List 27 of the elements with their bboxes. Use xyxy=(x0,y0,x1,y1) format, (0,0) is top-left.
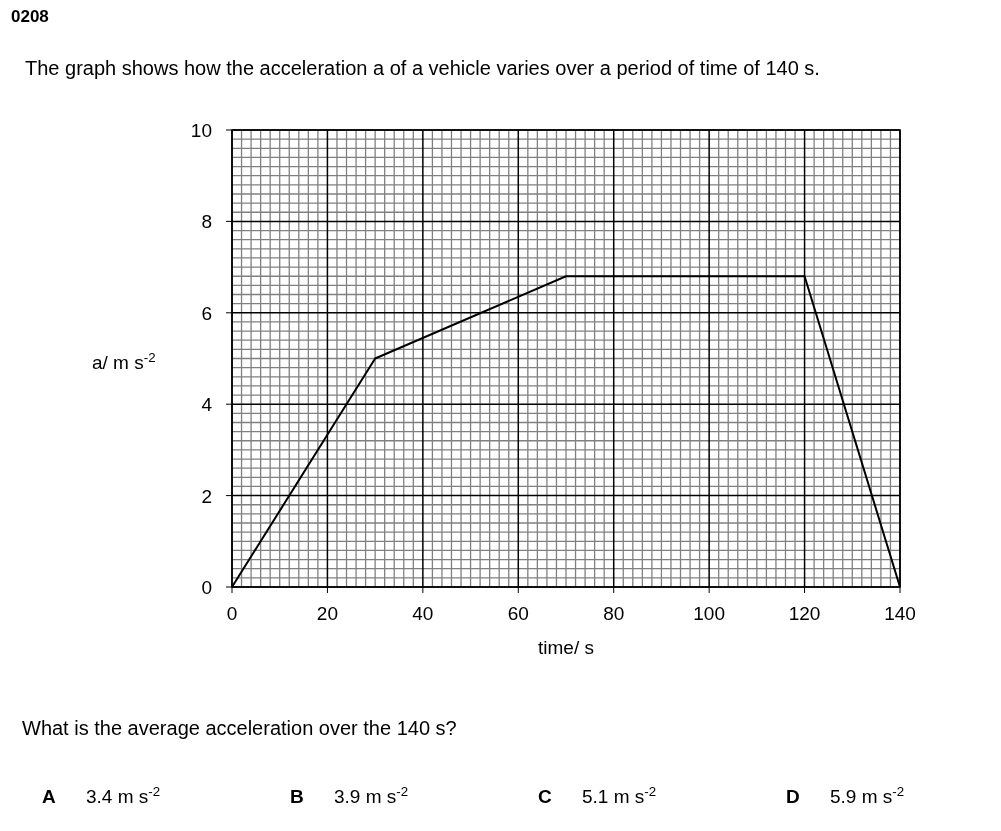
y-tick-label: 10 xyxy=(190,120,212,141)
text: 0208 xyxy=(11,7,49,26)
x-tick-label: 140 xyxy=(884,603,916,624)
text: D xyxy=(786,786,800,807)
text: B xyxy=(290,786,304,807)
y-tick-label: 8 xyxy=(201,211,212,233)
x-tick-label: 20 xyxy=(316,603,338,624)
y-tick-label: 2 xyxy=(201,485,212,507)
text: 3.9 m s$^{-2}$ xyxy=(334,783,409,807)
x-tick-label: 60 xyxy=(507,603,529,624)
chart-subtitle: The graph shows how the acceleration a of a vehicle varies over a period of time of 140 s. xyxy=(25,57,820,79)
x-tick-label: 0 xyxy=(226,603,238,624)
x-tick-label: 80 xyxy=(603,603,625,624)
y-tick-label: 6 xyxy=(201,302,212,324)
text: 5.1 m s$^{-2}$ xyxy=(582,783,657,807)
text: What is the average acceleration over the 140 s? xyxy=(22,717,457,739)
x-tick-label: 120 xyxy=(788,603,821,624)
text: C xyxy=(538,786,552,807)
x-tick-label: 40 xyxy=(412,603,434,624)
text: A xyxy=(42,786,56,807)
y-tick-label: 0 xyxy=(201,577,212,598)
text: 3.4 m s$^{-2}$ xyxy=(86,783,161,807)
text: 5.9 m s$^{-2}$ xyxy=(830,783,905,807)
x-tick-label: 100 xyxy=(693,603,725,624)
x-axis-title: time/ s xyxy=(538,637,594,658)
y-axis-title: a/ m s$^{-2}$ xyxy=(92,349,156,373)
y-tick-label: 4 xyxy=(201,394,213,416)
